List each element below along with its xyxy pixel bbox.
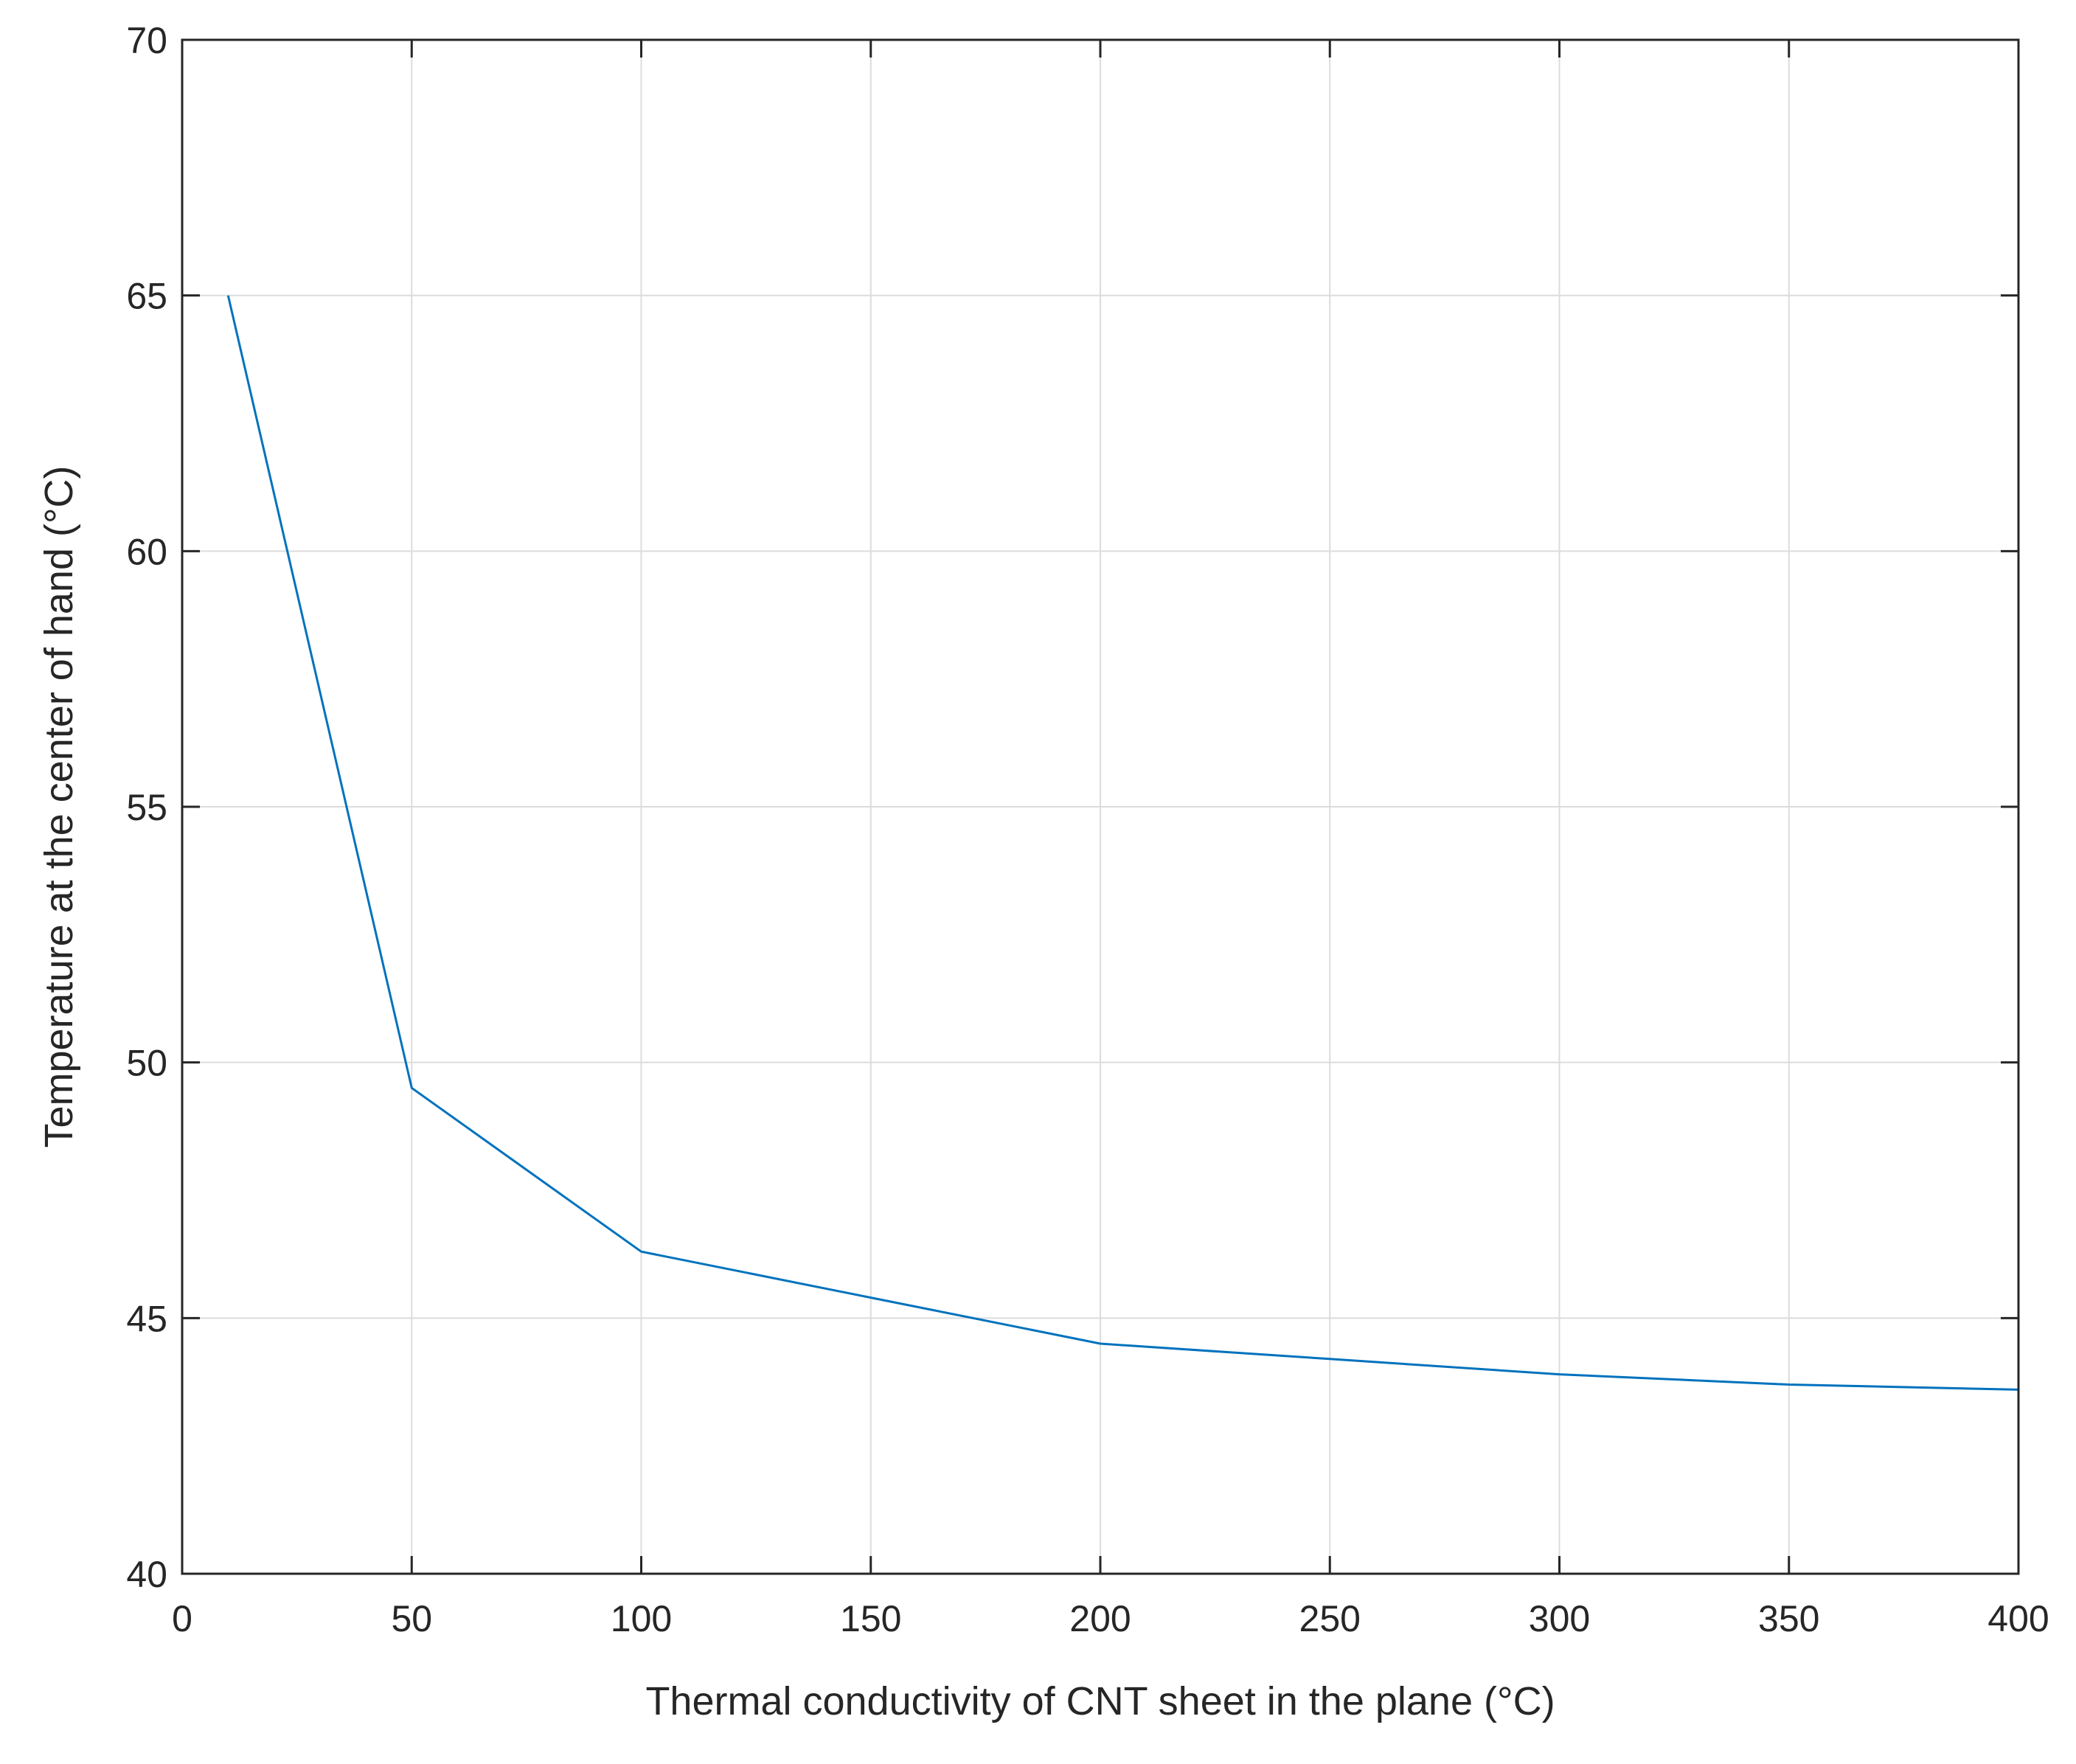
x-tick-label: 250 xyxy=(1299,1598,1361,1639)
x-tick-label: 50 xyxy=(391,1598,432,1639)
x-axis-title: Thermal conductivity of CNT sheet in the… xyxy=(645,1679,1555,1723)
y-tick-label: 40 xyxy=(126,1554,167,1595)
x-tick-label: 100 xyxy=(611,1598,672,1639)
x-tick-label: 350 xyxy=(1758,1598,1819,1639)
y-axis-title: Temperature at the center of hand (°C) xyxy=(37,465,81,1147)
series-line xyxy=(226,295,2019,1391)
y-tick-label: 65 xyxy=(126,276,167,317)
y-tick-label: 45 xyxy=(126,1298,167,1339)
series-layer xyxy=(226,295,2019,1391)
x-tick-label: 300 xyxy=(1529,1598,1590,1639)
tick-layer xyxy=(181,38,2020,1575)
y-tick-label: 50 xyxy=(126,1043,167,1084)
y-tick-label: 70 xyxy=(126,20,167,61)
x-tick-label: 0 xyxy=(172,1598,192,1639)
grid-layer xyxy=(181,39,2019,1574)
label-layer: 0 50 100 150 200 250 300 350 400 40 45 50 55 60 65 70 xyxy=(126,20,2049,1639)
x-tick-label: 400 xyxy=(1988,1598,2049,1639)
x-tick-label: 150 xyxy=(840,1598,901,1639)
x-tick-label: 200 xyxy=(1069,1598,1131,1639)
y-tick-label: 55 xyxy=(126,787,167,828)
y-tick-label: 60 xyxy=(126,531,167,572)
